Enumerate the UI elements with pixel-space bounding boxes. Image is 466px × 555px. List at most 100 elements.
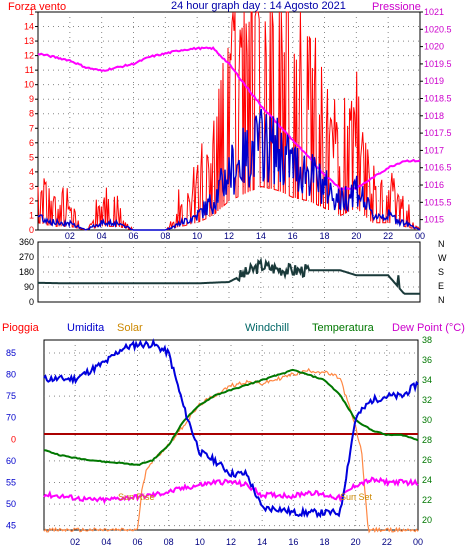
temperature-tick-label: 30 xyxy=(422,415,432,425)
compass-letter: E xyxy=(438,281,444,291)
humidity-tick-label: 45 xyxy=(6,521,16,531)
temperature-tick-label: 26 xyxy=(422,455,432,465)
top-x-tick-label: 04 xyxy=(97,231,107,241)
dir-tick-label: 270 xyxy=(19,252,34,262)
pressure-tick-label: 1018 xyxy=(424,111,444,121)
wind-series xyxy=(37,108,421,231)
dewpoint-label: Dew Point (°C) xyxy=(392,322,465,334)
windchill-label: Windchill xyxy=(245,322,289,334)
pressure-tick-label: 1016.5 xyxy=(424,163,452,173)
dir-tick-label: 90 xyxy=(24,282,34,292)
compass-letter: S xyxy=(438,267,444,277)
top-x-tick-label: 10 xyxy=(192,231,202,241)
temperature-tick-label: 22 xyxy=(422,495,432,505)
bottom-x-tick-label: 02 xyxy=(70,537,80,547)
top-x-tick-label: 12 xyxy=(224,231,234,241)
pressure-tick-label: 1015 xyxy=(424,215,444,225)
bottom-x-tick-label: 20 xyxy=(351,537,361,547)
dir-grid xyxy=(38,242,420,302)
wind-tick-label: 2 xyxy=(29,196,34,206)
wind-tick-label: 4 xyxy=(29,167,34,177)
humidity-tick-label: 50 xyxy=(6,499,16,509)
compass-letter: N xyxy=(438,239,445,249)
wind-tick-label: 6 xyxy=(29,138,34,148)
umidita-label: Umidita xyxy=(67,322,105,334)
top-x-tick-label: 16 xyxy=(288,231,298,241)
solar-label: Solar xyxy=(117,322,143,334)
top-x-tick-label: 14 xyxy=(256,231,266,241)
dir-tick-label: 0 xyxy=(29,297,34,307)
top-x-tick-label: 20 xyxy=(351,231,361,241)
top-x-axis-ticks: 02 04 06 08 10 12 14 16 18 20 22 00 xyxy=(65,231,425,241)
humidity-tick-label: 70 xyxy=(6,413,16,423)
humidity-tick-label: 55 xyxy=(6,478,16,488)
temperature-tick-label: 32 xyxy=(422,395,432,405)
dewpoint-series xyxy=(43,476,419,505)
top-x-tick-label: 22 xyxy=(383,231,393,241)
dir-axis-ticks: 360 270 180 90 0 xyxy=(19,237,34,307)
wind-tick-label: 14 xyxy=(24,22,34,32)
humidity-tick-label: 60 xyxy=(6,456,16,466)
temperature-tick-label: 20 xyxy=(422,515,432,525)
bottom-x-tick-label: 08 xyxy=(164,537,174,547)
top-x-tick-label: 00 xyxy=(415,231,425,241)
wind-tick-label: 13 xyxy=(24,36,34,46)
temperature-tick-label: 34 xyxy=(422,375,432,385)
gust-series xyxy=(37,11,421,231)
pioggia-label: Pioggia xyxy=(2,322,40,334)
wind-tick-label: 3 xyxy=(29,181,34,191)
pressure-tick-label: 1018.5 xyxy=(424,94,452,104)
wind-tick-label: 1 xyxy=(29,210,34,220)
direction-series xyxy=(37,257,420,295)
bottom-x-tick-label: 18 xyxy=(319,537,329,547)
bottom-x-tick-label: 12 xyxy=(226,537,236,547)
bottom-x-tick-label: 10 xyxy=(195,537,205,547)
humidity-series xyxy=(43,338,419,519)
pressure-axis-label: Pressione xyxy=(372,1,421,13)
sunset-label: Sun Set xyxy=(340,492,373,502)
dir-tick-label: 180 xyxy=(19,267,34,277)
pressure-tick-label: 1021 xyxy=(424,7,444,17)
top-x-tick-label: 08 xyxy=(160,231,170,241)
temperatura-label: Temperatura xyxy=(312,322,375,334)
wind-tick-label: 7 xyxy=(29,123,34,133)
dir-tick-label: 360 xyxy=(19,237,34,247)
pressure-tick-label: 1019 xyxy=(424,76,444,86)
pressure-tick-label: 1020 xyxy=(424,42,444,52)
pressure-axis-ticks: 1021 1020.5 1020 1019.5 1019 1018.5 1018 1017.5… xyxy=(420,7,452,225)
humidity-tick-label: 75 xyxy=(6,391,16,401)
wind-tick-label: 0 xyxy=(29,225,34,235)
wind-tick-label: 10 xyxy=(24,80,34,90)
humidity-tick-label: 80 xyxy=(6,370,16,380)
temperature-tick-label: 24 xyxy=(422,475,432,485)
chart-title: 24 hour graph day : 14 Agosto 2021 xyxy=(171,0,346,12)
top-x-tick-label: 06 xyxy=(128,231,138,241)
pressure-tick-label: 1017 xyxy=(424,145,444,155)
top-x-tick-label: 02 xyxy=(65,231,75,241)
bottom-x-tick-label: 14 xyxy=(257,537,267,547)
temperature-tick-label: 36 xyxy=(422,355,432,365)
bottom-x-axis-ticks: 02 04 06 08 10 12 14 16 18 20 22 00 xyxy=(70,537,423,547)
top-x-tick-label: 18 xyxy=(319,231,329,241)
bottom-x-tick-label: 06 xyxy=(132,537,142,547)
wind-tick-label: 12 xyxy=(24,51,34,61)
wind-tick-label: 11 xyxy=(25,65,34,75)
wind-tick-label: 9 xyxy=(29,94,34,104)
wind-tick-label: 5 xyxy=(29,152,34,162)
pressure-tick-label: 1016 xyxy=(424,180,444,190)
pressure-tick-label: 1015.5 xyxy=(424,197,452,207)
solar-series xyxy=(43,367,419,534)
bottom-x-tick-label: 04 xyxy=(101,537,111,547)
compass-letter: N xyxy=(438,295,445,305)
humidity-axis-ticks: 85 80 75 70 0 60 55 50 45 xyxy=(6,348,16,531)
sunrise-label: Sun Rise xyxy=(118,492,155,502)
humidity-tick-label: 85 xyxy=(6,348,16,358)
wind-tick-label: 1 xyxy=(29,7,34,17)
bottom-x-tick-label: 16 xyxy=(288,537,298,547)
pressure-tick-label: 1019.5 xyxy=(424,59,452,69)
